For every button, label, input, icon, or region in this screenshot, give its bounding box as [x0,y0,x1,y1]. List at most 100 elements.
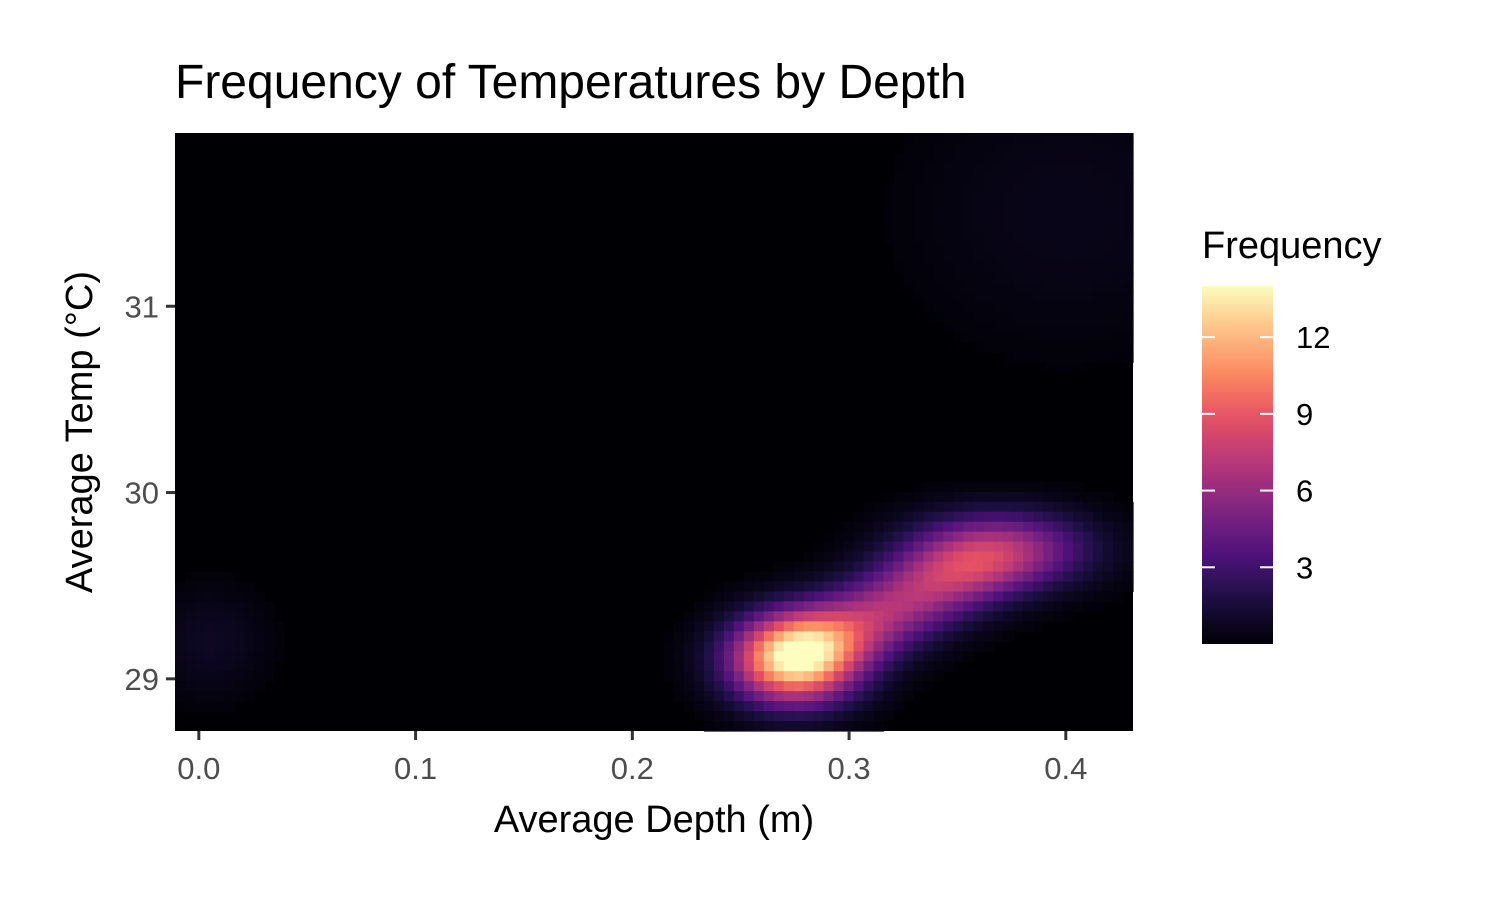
heatmap-cell [1113,133,1124,144]
heatmap-cell [184,651,196,662]
heatmap-cell [1093,192,1104,204]
heatmap-cell [1043,262,1054,274]
heatmap-cell [1023,571,1034,583]
legend-tick-label: 12 [1296,320,1330,355]
heatmap-cell [853,671,865,682]
heatmap-cell [1083,212,1094,224]
heatmap-cell [933,222,944,234]
heatmap-cell [883,182,895,194]
heatmap-cell [883,212,895,224]
heatmap-cell [933,142,944,154]
heatmap-cell [254,671,266,682]
heatmap-cell [693,631,705,642]
heatmap-cell [883,611,895,622]
heatmap-cell [913,252,925,264]
heatmap-cell [204,611,216,622]
heatmap-cell [943,651,954,662]
heatmap-cell [883,601,895,612]
heatmap-cell [963,222,974,234]
heatmap-cell [773,651,785,662]
heatmap-cell [194,611,206,622]
heatmap-cell [184,671,196,682]
heatmap-cell [883,621,895,632]
heatmap-cell [853,721,865,732]
heatmap-cell [993,142,1004,154]
heatmap-cell [175,591,186,603]
heatmap-cell [1103,332,1114,343]
heatmap-cell [763,631,775,642]
heatmap-cell [963,322,974,333]
heatmap-cell [1003,332,1014,343]
x-tick-label: 0.4 [1044,751,1087,786]
heatmap-cell [234,691,246,702]
heatmap-cell [933,591,944,603]
heatmap-cell [723,601,735,612]
heatmap-cell [953,292,964,304]
heatmap-cell [1013,621,1024,632]
heatmap-cell [1033,561,1044,573]
heatmap-cell [763,601,775,612]
heatmap-cell [923,591,935,603]
heatmap-cell [983,212,994,224]
heatmap-cell [803,601,815,612]
heatmap-cell [1043,192,1054,204]
heatmap-cell [823,611,835,622]
heatmap-cell [803,551,815,563]
heatmap-cell [1103,162,1114,174]
heatmap-cell [773,641,785,652]
heatmap-cell [903,501,915,513]
heatmap-cell [893,172,905,184]
heatmap-cell [1073,521,1084,533]
heatmap-cell [853,701,865,712]
heatmap-cell [873,531,885,543]
heatmap-cell [733,661,745,672]
heatmap-cell [993,501,1004,513]
heatmap-cell [903,651,915,662]
heatmap-cell [1003,142,1014,154]
heatmap-cell [1043,362,1054,373]
heatmap-cell [933,192,944,204]
heatmap-cell [1063,611,1074,622]
heatmap-cell [1013,531,1024,543]
heatmap-cell [1023,491,1034,503]
heatmap-cell [883,232,895,244]
heatmap-cell [1023,541,1034,553]
heatmap-cell [903,232,915,244]
heatmap-cell [883,691,895,702]
heatmap-cell [1013,501,1024,513]
heatmap-cell [194,581,206,593]
heatmap-cell [1023,302,1034,313]
heatmap-cell [1103,252,1114,264]
heatmap-cell [993,212,1004,224]
heatmap-cell [933,491,944,503]
heatmap-cell [1083,541,1094,553]
heatmap-cell [743,661,755,672]
heatmap-cell [663,631,675,642]
heatmap-cell [1033,551,1044,563]
heatmap-cell [933,571,944,583]
heatmap-cell [743,591,755,603]
heatmap-cell [793,681,805,692]
heatmap-cell [1063,192,1074,204]
heatmap-cell [743,691,755,702]
heatmap-cell [1093,242,1104,254]
heatmap-cell [204,671,216,682]
heatmap-cell [1033,332,1044,343]
heatmap-cell [773,601,785,612]
heatmap-cell [783,721,795,732]
heatmap-cell [763,701,775,712]
heatmap-cell [673,621,685,632]
heatmap-cell [184,661,196,672]
heatmap-cell [1023,152,1034,164]
heatmap-cell [873,701,885,712]
heatmap-cell [903,541,915,553]
heatmap-cell [773,661,785,672]
heatmap-cell [1053,332,1064,343]
heatmap-cell [973,152,984,164]
heatmap-cell [963,332,974,343]
heatmap-cell [953,581,964,593]
heatmap-cell [763,661,775,672]
heatmap-cell [963,142,974,154]
heatmap-cell [1003,481,1014,493]
heatmap-cell [983,222,994,234]
